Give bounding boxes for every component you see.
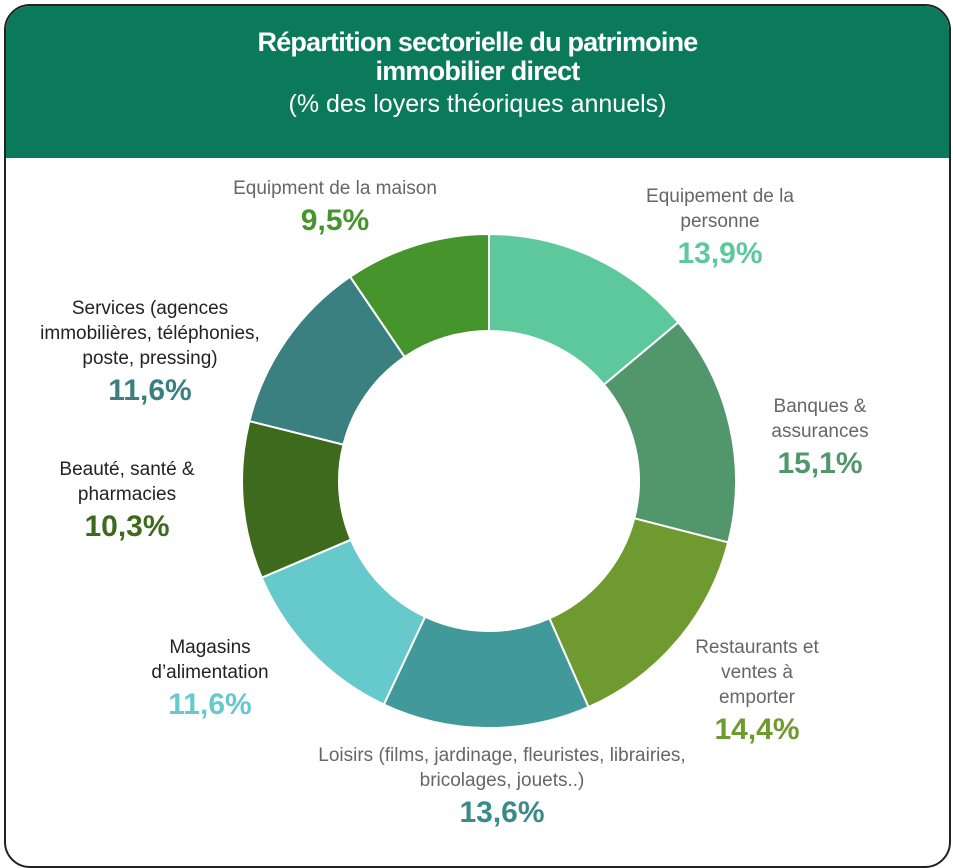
value-label: 15,1% [777, 447, 863, 480]
value-label: 14,4% [714, 713, 800, 746]
slice-label: Equipment de la maison 9,5% [185, 176, 485, 241]
chart-subtitle: (% des loyers théoriques annuels) [288, 90, 667, 118]
category-label: Beauté, santé & pharmacies [59, 459, 195, 505]
card: Répartition sectorielle du patrimoine im… [4, 4, 951, 868]
value-label: 13,9% [677, 237, 763, 270]
value-label: 11,6% [168, 688, 252, 721]
slice-label: Banques & assurances 15,1% [745, 394, 895, 484]
slice-label: Restaurants et ventes à emporter 14,4% [682, 635, 832, 750]
slice-label: Magasins d’alimentation 11,6% [120, 635, 300, 725]
category-label: Restaurants et ventes à emporter [695, 637, 819, 708]
category-label: Banques & assurances [771, 396, 869, 442]
donut-slice [348, 232, 490, 359]
chart [241, 232, 737, 729]
slice-label: Equipement de la personne 13,9% [615, 184, 825, 274]
value-label: 9,5% [300, 204, 370, 237]
value-label: 13,6% [459, 796, 545, 829]
chart-title: Répartition sectorielle du patrimoine im… [257, 27, 699, 86]
value-label: 10,3% [84, 510, 170, 543]
category-label: Loisirs (films, jardinage, fleuristes, l… [318, 745, 686, 791]
slice-label: Services (agences immobilières, téléphon… [40, 296, 260, 411]
category-label: Services (agences immobilières, téléphon… [40, 298, 260, 369]
slice-label: Loisirs (films, jardinage, fleuristes, l… [317, 743, 687, 833]
category-label: Equipement de la personne [646, 186, 794, 232]
value-label: 11,6% [108, 374, 192, 407]
category-label: Equipment de la maison [233, 178, 437, 199]
category-label: Magasins d’alimentation [151, 637, 269, 683]
header: Répartition sectorielle du patrimoine im… [6, 6, 949, 158]
slice-label: Beauté, santé & pharmacies 10,3% [37, 457, 217, 547]
